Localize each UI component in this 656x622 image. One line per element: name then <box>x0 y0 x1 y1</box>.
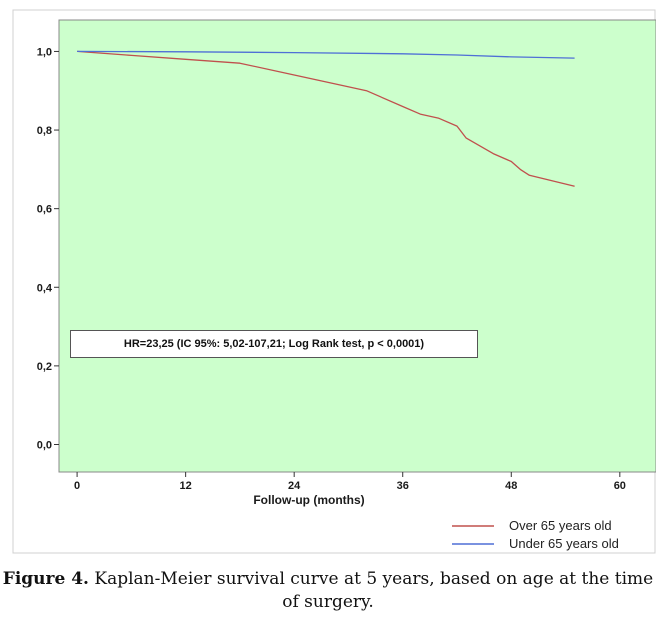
y-tick-label: 0,4 <box>37 282 53 294</box>
plot-area <box>58 19 656 473</box>
y-tick-label: 0,0 <box>37 439 52 451</box>
caption-label: Figure 4. <box>2 569 89 589</box>
x-tick-label: 0 <box>74 480 80 492</box>
x-tick-label: 24 <box>288 480 301 492</box>
x-tick-label: 60 <box>614 480 626 492</box>
series-layer <box>77 50 575 187</box>
y-axis: 0,0 0,2 0,4 0,6 0,8 1,0 <box>37 46 59 451</box>
series-line-over-65-years-old <box>77 50 575 187</box>
x-axis: 0 12 24 36 48 60 <box>74 472 626 492</box>
y-tick-label: 0,8 <box>37 125 52 137</box>
figure-caption: Figure 4. Kaplan-Meier survival curve at… <box>0 568 656 614</box>
y-tick-label: 0,2 <box>37 361 52 373</box>
series-line-under-65-years-old <box>77 50 575 59</box>
x-axis-title: Follow-up (months) <box>253 493 364 507</box>
legend: Over 65 years old Under 65 years old <box>452 518 619 551</box>
y-tick-label: 1,0 <box>37 46 52 58</box>
x-tick-label: 48 <box>505 480 517 492</box>
legend-label-under-65-years-old: Under 65 years old <box>509 536 619 551</box>
legend-label-over-65-years-old: Over 65 years old <box>509 518 612 533</box>
y-tick-label: 0,6 <box>37 204 52 216</box>
x-tick-label: 36 <box>397 480 409 492</box>
hazard-ratio-annotation: HR=23,25 (IC 95%: 5,02-107,21; Log Rank … <box>70 330 478 358</box>
x-tick-label: 12 <box>180 480 192 492</box>
caption-text: Kaplan-Meier survival curve at 5 years, … <box>88 569 654 612</box>
figure-panel: 0,0 0,2 0,4 0,6 0,8 1,0 0 12 24 36 48 60 Follow-up… <box>12 9 656 593</box>
chart-svg: 0,0 0,2 0,4 0,6 0,8 1,0 0 12 24 36 48 60 Follow-up… <box>12 9 656 554</box>
